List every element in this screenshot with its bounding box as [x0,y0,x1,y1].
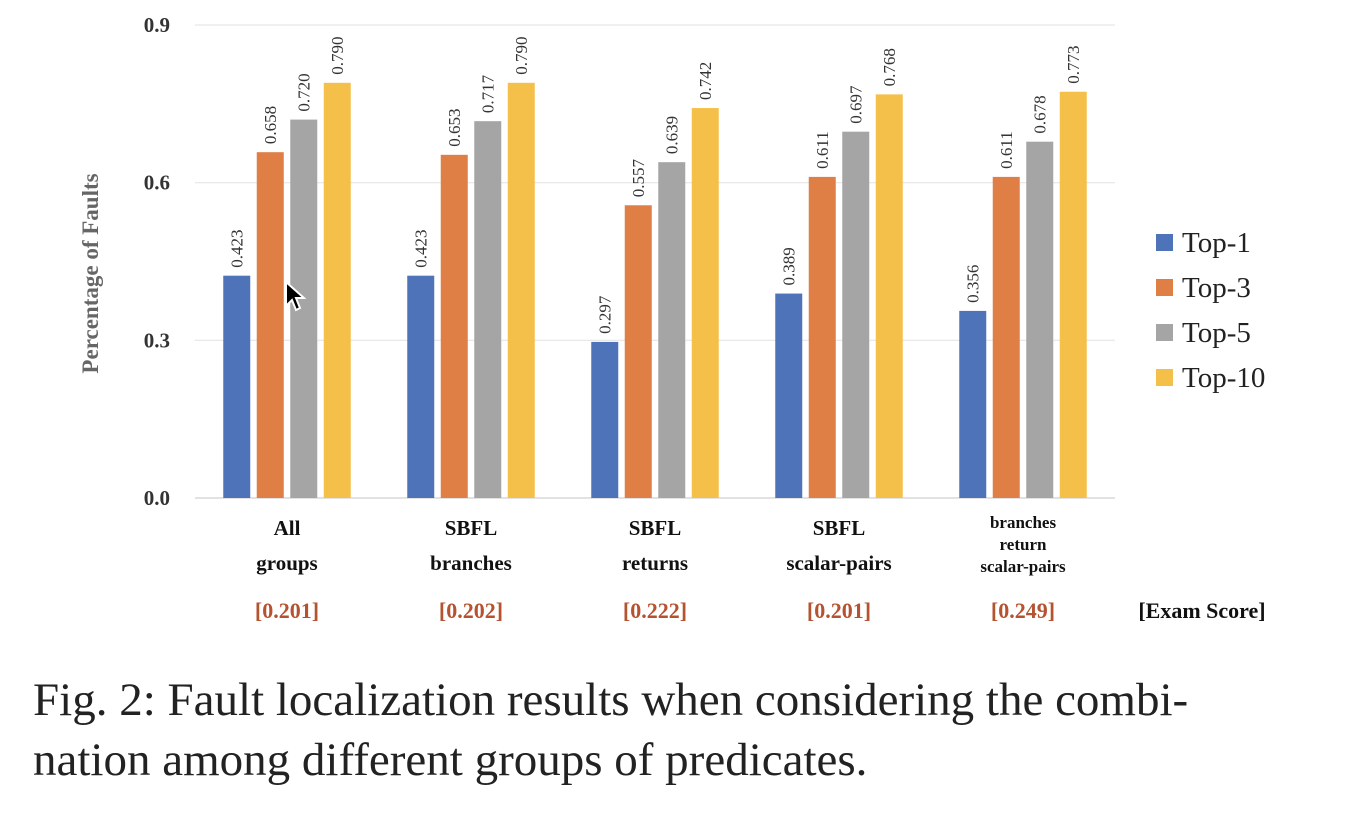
caption-line-1: Fig. 2: Fault localization results when … [33,674,1189,726]
bar [440,154,468,498]
bar-value-label: 0.790 [512,37,531,75]
bar [256,152,284,498]
bar [775,293,803,498]
y-tick-label: 0.3 [144,328,170,352]
legend-swatch [1156,324,1173,341]
legend-swatch [1156,369,1173,386]
bar-value-label: 0.658 [261,106,280,144]
bar-value-label: 0.356 [964,265,983,303]
bar-value-label: 0.423 [412,229,431,267]
y-tick-label: 0.9 [144,13,170,37]
bar-value-label: 0.557 [629,159,648,198]
legend-label: Top-1 [1182,227,1251,259]
bar-value-label: 0.697 [847,85,866,124]
bar-value-label: 0.790 [328,37,347,75]
y-axis-label: Percentage of Faults [78,173,103,373]
bar [1059,91,1087,499]
legend-label: Top-5 [1182,317,1251,349]
bar [407,275,435,498]
x-category-label: branches [990,513,1057,532]
exam-score-label: [0.201] [807,598,871,623]
bar [658,162,686,499]
bar [474,121,502,498]
bar [992,176,1020,498]
exam-score-heading: [Exam Score] [1138,598,1265,623]
bar-value-label: 0.742 [696,62,715,100]
legend-label: Top-3 [1182,272,1251,304]
x-category-label: All [274,516,301,540]
legend-label: Top-10 [1182,362,1265,394]
bar [808,176,836,498]
exam-score-label: [0.222] [623,598,687,623]
caption-line-2: nation among different groups of predica… [33,734,868,786]
bar [842,131,870,498]
bar-value-label: 0.720 [295,73,314,111]
y-tick-label: 0.0 [144,486,170,510]
bar-value-label: 0.773 [1064,45,1083,83]
x-category-label: SBFL [445,516,498,540]
bar-value-label: 0.389 [780,247,799,285]
bar-value-label: 0.678 [1031,95,1050,133]
bar-value-label: 0.653 [445,109,464,147]
bar-value-label: 0.611 [813,131,832,169]
legend-swatch [1156,279,1173,296]
x-category-label: groups [256,551,317,575]
bar [691,108,719,498]
bar-value-label: 0.611 [997,131,1016,169]
x-category-label: SBFL [813,516,866,540]
bar [223,275,251,498]
bar [875,94,903,498]
bar [959,310,987,498]
bar [1026,141,1054,498]
figure-caption: Fig. 2: Fault localization results when … [33,670,1333,790]
bar-value-label: 0.717 [479,74,498,113]
exam-score-label: [0.249] [991,598,1055,623]
exam-score-label: [0.201] [255,598,319,623]
x-category-label: SBFL [629,516,682,540]
y-tick-label: 0.6 [144,171,170,195]
bar-chart: 0.0 0.3 0.6 0.9 Percentage of Faults 0.423 0.6… [78,13,1266,623]
bar [624,205,652,498]
bar-value-label: 0.639 [663,116,682,154]
bar [323,82,351,499]
bar [507,82,535,499]
x-category-label: branches [430,551,512,575]
mouse-pointer-icon [285,280,306,312]
bar-value-label: 0.768 [880,48,899,86]
legend-swatch [1156,234,1173,251]
bar-value-label: 0.297 [596,295,615,334]
bar-value-label: 0.423 [228,229,247,267]
x-category-label: returns [622,551,688,575]
x-category-label: scalar-pairs [980,557,1066,576]
exam-score-label: [0.202] [439,598,503,623]
x-category-label: return [1000,535,1047,554]
bar [591,341,619,498]
x-category-label: scalar-pairs [786,551,891,575]
